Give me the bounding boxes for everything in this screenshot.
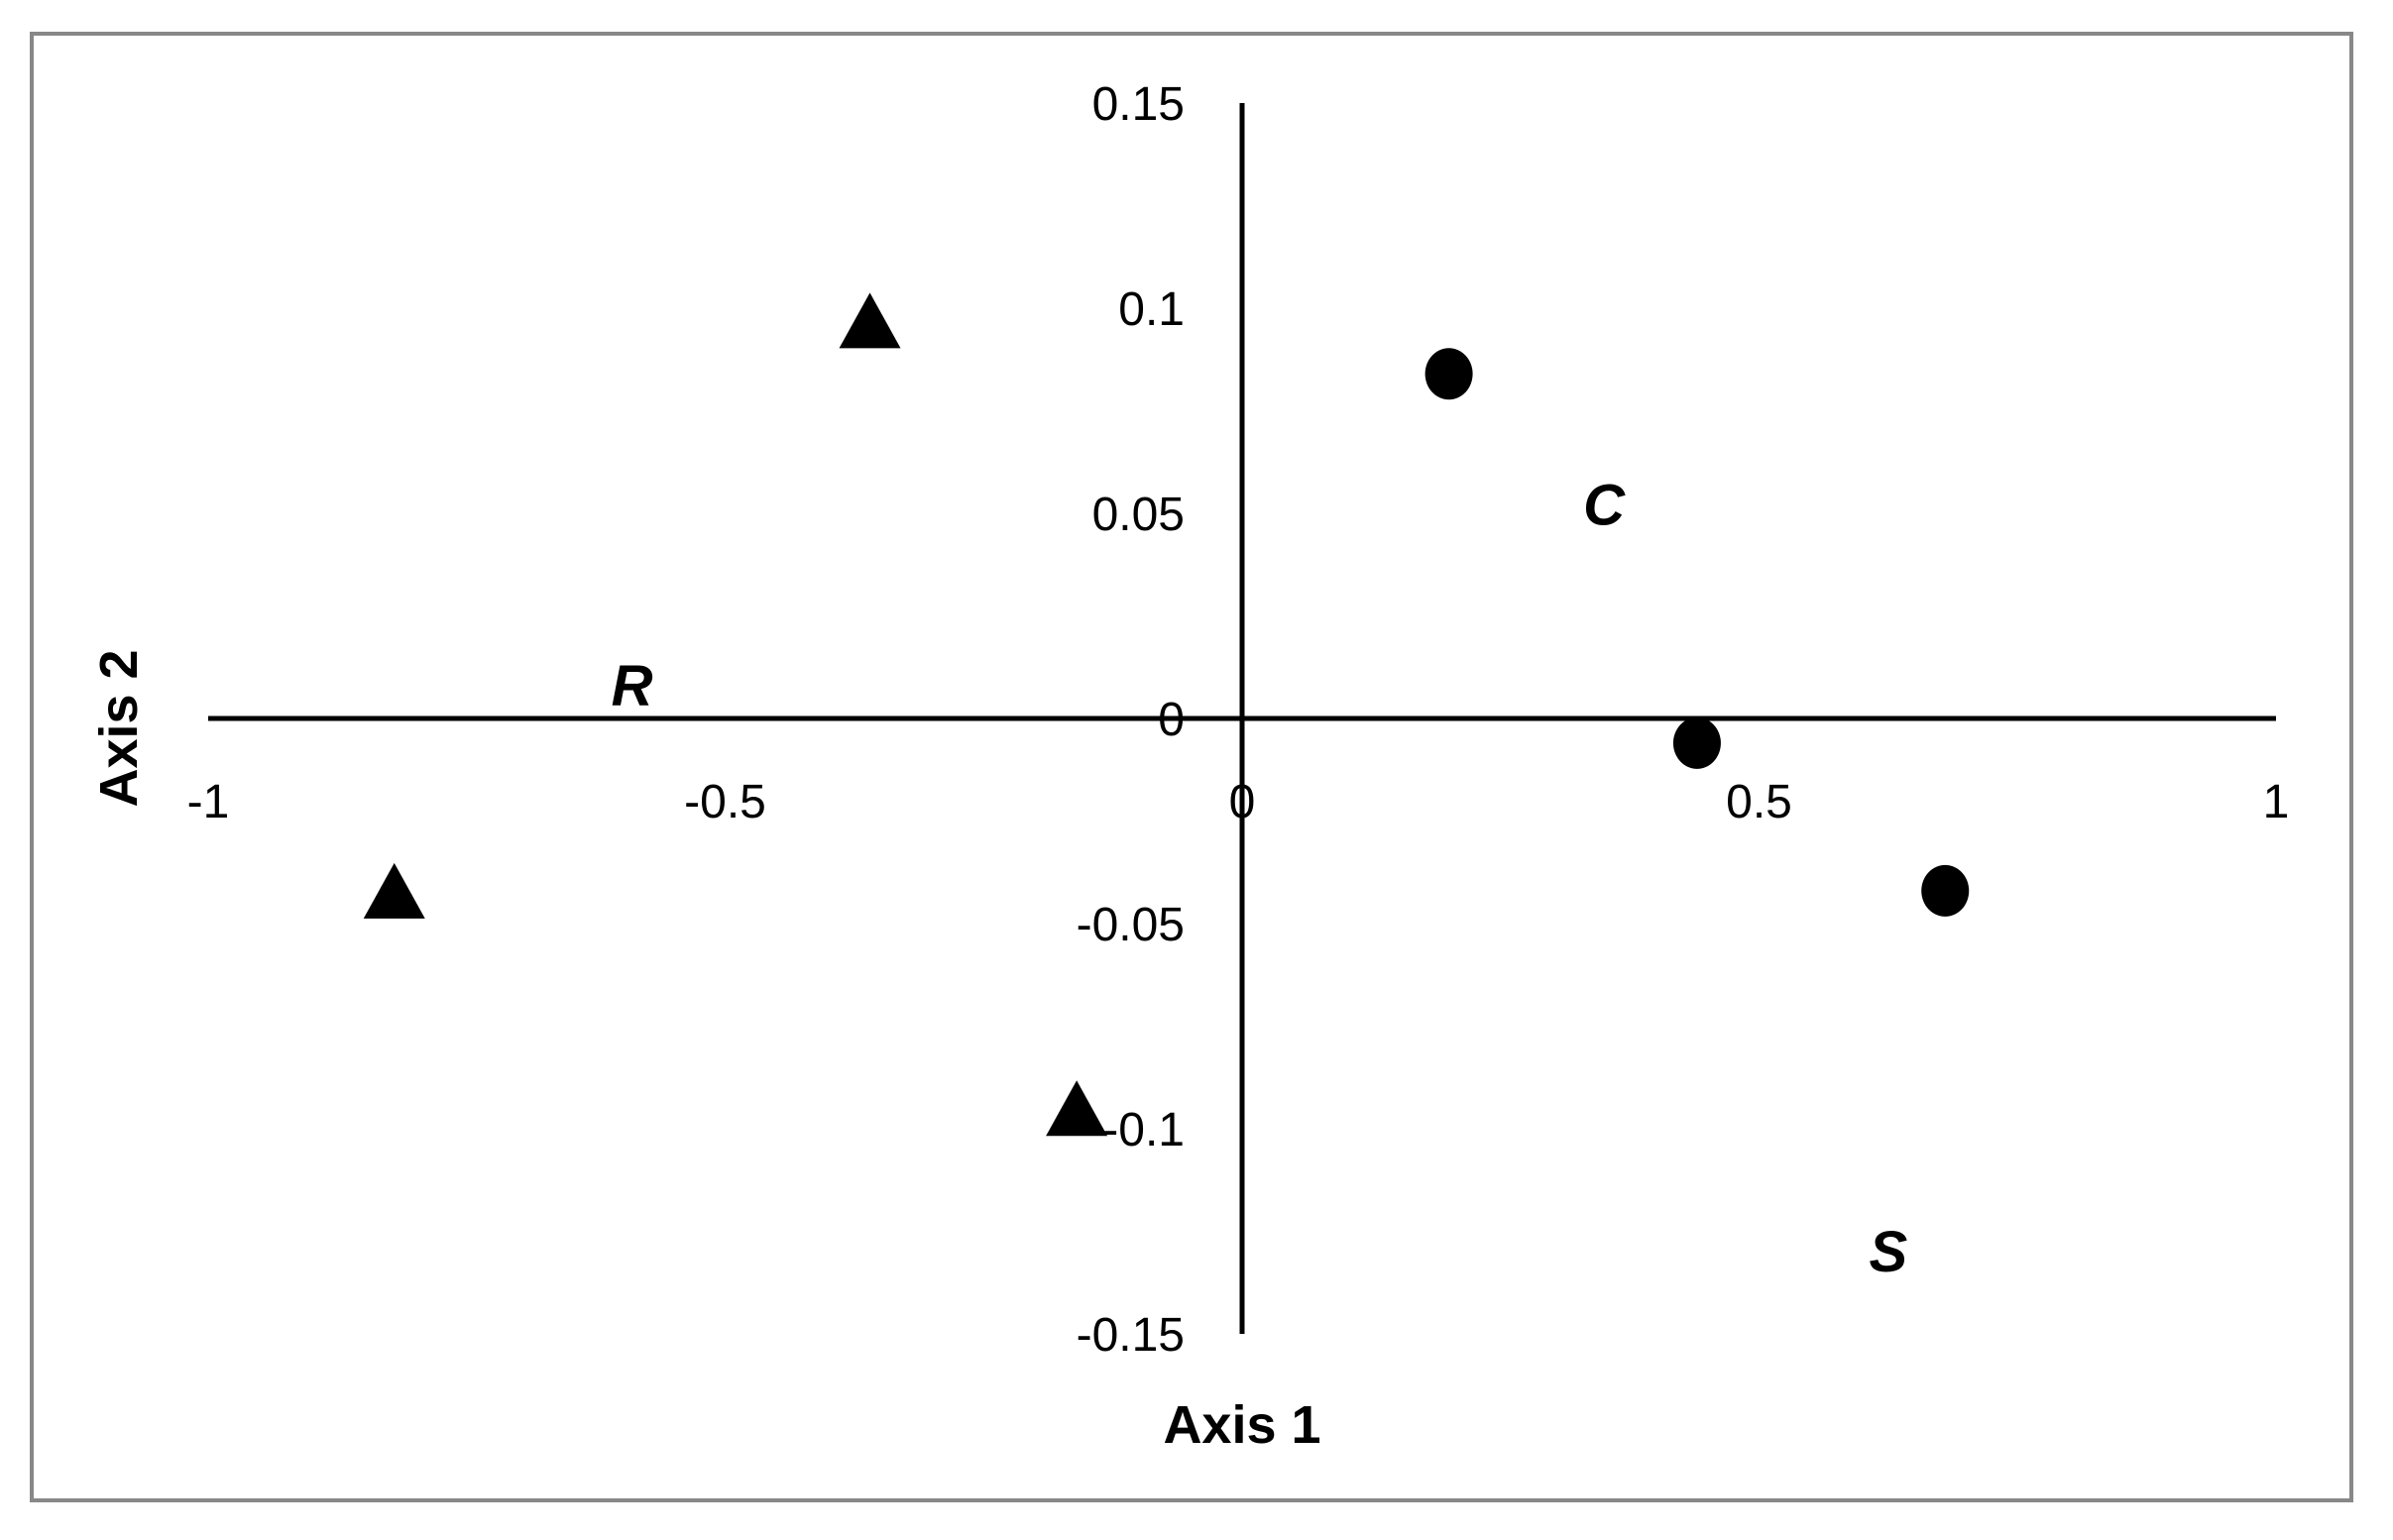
triangle-point — [363, 862, 425, 919]
triangle-point — [1046, 1080, 1108, 1137]
chart-frame: -1 -0.5 0 0.5 1 0.15 0.1 0.05 0 -0.05 -0.1 -0.15 R C… — [30, 32, 2353, 1502]
y-tick-label: 0.1 — [1118, 283, 1185, 336]
circle-point — [1424, 348, 1473, 400]
data-points — [363, 292, 1970, 1137]
y-tick-label: -0.05 — [1077, 899, 1185, 951]
x-tick-label: -1 — [187, 776, 230, 828]
x-axis-title: Axis 1 — [1163, 1395, 1320, 1455]
group-label-r: R — [612, 654, 653, 718]
circle-point — [1672, 716, 1721, 769]
x-tick-label: -0.5 — [684, 776, 766, 828]
x-tick-label: 0.5 — [1726, 776, 1792, 828]
y-tick-label: -0.15 — [1077, 1309, 1185, 1362]
x-tick-label: 1 — [2263, 776, 2290, 828]
y-tick-label: -0.1 — [1102, 1104, 1185, 1156]
y-axis-title: Axis 2 — [89, 649, 149, 807]
circle-point — [1921, 864, 1970, 917]
x-tick-label: 0 — [1229, 776, 1256, 828]
y-tick-label: 0.15 — [1092, 78, 1185, 131]
y-tick-label: 0.05 — [1092, 489, 1185, 541]
y-tick-label: 0 — [1158, 694, 1185, 746]
axes — [208, 103, 2276, 1334]
group-label-s: S — [1870, 1220, 1908, 1284]
group-labels: R C S — [612, 474, 1908, 1284]
group-label-c: C — [1583, 474, 1626, 538]
tick-labels: -1 -0.5 0 0.5 1 0.15 0.1 0.05 0 -0.05 -0.1 -0.15 — [187, 78, 2290, 1362]
scatter-plot: -1 -0.5 0 0.5 1 0.15 0.1 0.05 0 -0.05 -0.1 -0.15 R C… — [89, 78, 2290, 1455]
triangle-point — [839, 292, 901, 349]
